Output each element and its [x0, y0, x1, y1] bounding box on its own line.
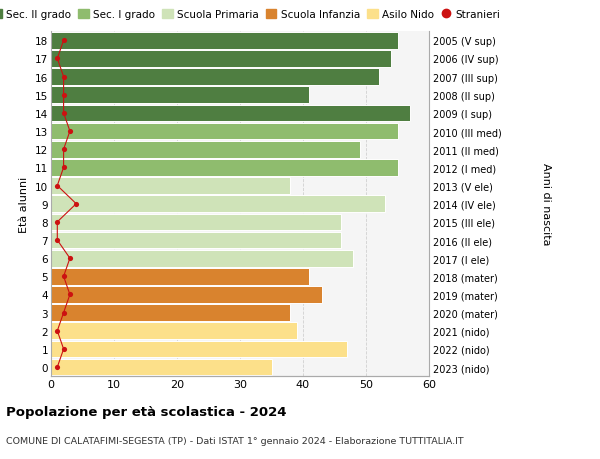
Bar — [51, 269, 310, 285]
Point — [59, 164, 68, 172]
Point — [53, 183, 62, 190]
Text: COMUNE DI CALATAFIMI-SEGESTA (TP) - Dati ISTAT 1° gennaio 2024 - Elaborazione TU: COMUNE DI CALATAFIMI-SEGESTA (TP) - Dati… — [6, 436, 464, 445]
Point — [71, 201, 81, 208]
Point — [53, 327, 62, 335]
Bar — [51, 141, 360, 158]
Point — [59, 110, 68, 118]
Text: Popolazione per età scolastica - 2024: Popolazione per età scolastica - 2024 — [6, 405, 287, 419]
Bar — [51, 341, 347, 358]
Y-axis label: Età alunni: Età alunni — [19, 176, 29, 232]
Bar — [51, 250, 353, 267]
Bar — [51, 69, 379, 86]
Bar — [51, 305, 290, 321]
Point — [53, 218, 62, 226]
Bar — [51, 87, 310, 104]
Point — [59, 38, 68, 45]
Point — [59, 74, 68, 81]
Bar — [51, 105, 410, 122]
Point — [53, 237, 62, 244]
Point — [53, 364, 62, 371]
Bar — [51, 286, 322, 303]
Point — [59, 346, 68, 353]
Point — [59, 92, 68, 99]
Point — [59, 146, 68, 154]
Bar — [51, 33, 398, 50]
Point — [53, 56, 62, 63]
Bar — [51, 359, 272, 375]
Bar — [51, 160, 398, 176]
Y-axis label: Anni di nascita: Anni di nascita — [541, 163, 551, 246]
Point — [59, 273, 68, 280]
Bar — [51, 178, 290, 195]
Legend: Sec. II grado, Sec. I grado, Scuola Primaria, Scuola Infanzia, Asilo Nido, Stran: Sec. II grado, Sec. I grado, Scuola Prim… — [0, 10, 500, 20]
Bar — [51, 123, 398, 140]
Bar — [51, 214, 341, 231]
Point — [65, 128, 75, 135]
Bar — [51, 232, 341, 249]
Point — [65, 291, 75, 298]
Point — [65, 255, 75, 262]
Bar — [51, 323, 297, 339]
Point — [59, 309, 68, 317]
Bar — [51, 51, 391, 67]
Bar — [51, 196, 385, 213]
